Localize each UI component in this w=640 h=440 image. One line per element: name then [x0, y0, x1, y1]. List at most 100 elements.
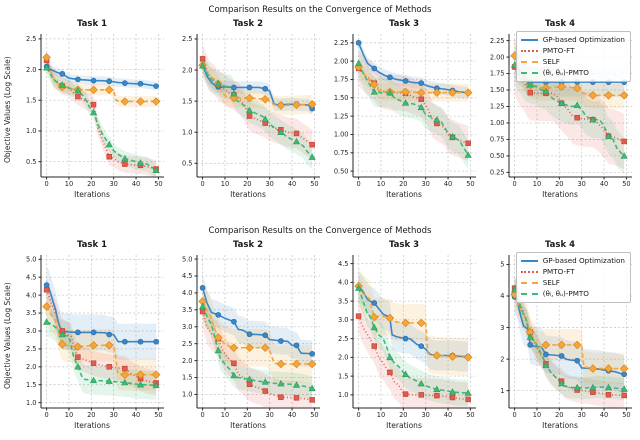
svg-text:3.0: 3.0	[26, 327, 37, 335]
svg-text:1.75: 1.75	[334, 76, 349, 84]
subplot-title: Task 1	[76, 240, 108, 250]
band-GP-based Optimization	[358, 36, 469, 99]
x-axis-label: Iterations	[542, 421, 578, 430]
subplot-top-task2: Task 2 0 10 20 30 40 50 0.5 1.0 1.5 2.0 2.5 Iterat…	[170, 18, 326, 201]
legend-label: SELF	[542, 57, 560, 66]
svg-text:2.0: 2.0	[26, 66, 37, 74]
chart-top-task3: 0 10 20 30 40 50 0.50 0.75 1.00 1.25 1.50 1.75 2.00 2…	[334, 34, 476, 188]
x-axis-label: Iterations	[386, 190, 422, 199]
svg-text:4.5: 4.5	[26, 273, 37, 281]
legend-box: GP-based Optimization PMTO-FT SELF (θₗ, …	[515, 252, 631, 303]
svg-text:30: 30	[265, 180, 273, 188]
legend-entry-pmto: (θₗ, θᵤ)-PMTO	[520, 67, 625, 78]
markers-PMTO	[354, 284, 472, 396]
band-PMTO-FT	[202, 43, 313, 160]
band-SELF	[46, 51, 157, 108]
svg-text:20: 20	[399, 411, 407, 419]
band-PMTO-FT	[46, 277, 157, 396]
svg-text:3.5: 3.5	[338, 297, 349, 305]
figure-title: Comparison Results on the Convergence of…	[208, 5, 432, 15]
band-GP-based Optimization	[202, 274, 313, 368]
svg-text:30: 30	[421, 180, 429, 188]
svg-text:1.0: 1.0	[182, 128, 193, 136]
svg-text:0: 0	[356, 411, 360, 419]
svg-text:40: 40	[444, 180, 452, 188]
subplot-title: Task 4	[544, 19, 576, 29]
line-SELF	[45, 306, 157, 376]
svg-text:10: 10	[533, 411, 541, 419]
svg-text:1.50: 1.50	[490, 86, 505, 94]
svg-text:10: 10	[221, 180, 229, 188]
subplot-bottom-task2: Task 2 0 10 20 30 40 50 1.0 1.5 2.0 2.5 3.0 3.5 4.0 4…	[170, 239, 326, 432]
svg-text:50: 50	[154, 180, 162, 188]
svg-text:20: 20	[555, 411, 563, 419]
svg-text:2.5: 2.5	[338, 335, 349, 343]
subplot-bottom-task4: Task 4 GP-based Optimization PMTO-FT SEL…	[482, 239, 638, 432]
y-axis-label: Objective Values (Log Scale)	[3, 56, 12, 164]
svg-text:1.5: 1.5	[26, 381, 37, 389]
legend-entry-self: SELF	[520, 56, 625, 67]
svg-text:10: 10	[65, 411, 73, 419]
svg-text:2.5: 2.5	[182, 340, 193, 348]
plot-area	[357, 267, 469, 408]
legend-label: PMTO-FT	[542, 267, 575, 276]
svg-text:10: 10	[65, 180, 73, 188]
legend-label: PMTO-FT	[542, 46, 575, 55]
band-PMTO	[202, 294, 313, 401]
svg-text:1.5: 1.5	[182, 97, 193, 105]
x-axis-label: Iterations	[386, 421, 422, 430]
figure-title: Comparison Results on the Convergence of…	[208, 226, 432, 236]
svg-text:30: 30	[577, 411, 585, 419]
svg-text:0: 0	[356, 180, 360, 188]
band-SELF	[202, 282, 313, 383]
axes-spines	[506, 34, 632, 180]
legend-line-sample-gp	[520, 259, 538, 262]
svg-text:30: 30	[109, 411, 117, 419]
plot-area	[513, 275, 625, 408]
legend-entry-pmto-ft: PMTO-FT	[520, 45, 625, 56]
svg-text:4.5: 4.5	[182, 272, 193, 280]
tick-labels: 0 10 20 30 40 50 1.0 1.5 2.0 2.5 3.0 3.5 4.0 4.5 5.0	[182, 255, 319, 419]
legend-label: (θₗ, θᵤ)-PMTO	[542, 68, 589, 77]
svg-text:2.5: 2.5	[182, 35, 193, 43]
tick-labels: 0 10 20 30 40 50 1 2 3 4 5	[500, 261, 630, 419]
legend-label: (θₗ, θᵤ)-PMTO	[542, 289, 589, 298]
svg-text:3.0: 3.0	[182, 323, 193, 331]
svg-text:20: 20	[555, 180, 563, 188]
line-PMTO	[357, 287, 469, 394]
svg-text:5.0: 5.0	[26, 255, 37, 263]
markers-PMTO	[42, 64, 160, 173]
legend-line-sample-pmto	[520, 292, 538, 295]
plot-area	[357, 36, 469, 170]
axes-spines	[194, 34, 320, 180]
markers-PMTO	[354, 59, 472, 158]
svg-text:3: 3	[500, 324, 504, 332]
legend-entry-self: SELF	[520, 277, 625, 288]
markers-PMTO	[510, 285, 628, 392]
svg-text:50: 50	[466, 180, 474, 188]
grid	[41, 34, 164, 177]
svg-text:1: 1	[500, 387, 504, 395]
legend-line-sample-self	[520, 281, 538, 284]
legend-line-sample-pmto-ft	[520, 270, 538, 273]
svg-text:0.75: 0.75	[490, 136, 505, 144]
band-SELF	[358, 58, 469, 102]
svg-text:3.0: 3.0	[338, 316, 349, 324]
svg-text:0.5: 0.5	[182, 160, 193, 168]
svg-text:0: 0	[512, 411, 516, 419]
band-PMTO-FT	[358, 50, 469, 161]
svg-text:0: 0	[44, 411, 48, 419]
svg-text:1.5: 1.5	[338, 372, 349, 380]
axes-spines	[38, 255, 164, 411]
band-PMTO	[514, 278, 625, 401]
plot-area	[45, 51, 157, 177]
svg-text:4.5: 4.5	[338, 260, 349, 268]
svg-text:2.0: 2.0	[182, 66, 193, 74]
markers-PMTO	[198, 61, 316, 160]
convergence-figure-bottom: Comparison Results on the Convergence of…	[0, 210, 640, 440]
svg-text:1.25: 1.25	[334, 112, 349, 120]
svg-text:2.5: 2.5	[26, 345, 37, 353]
line-GP-based Optimization	[45, 284, 157, 343]
svg-text:2.0: 2.0	[338, 354, 349, 362]
